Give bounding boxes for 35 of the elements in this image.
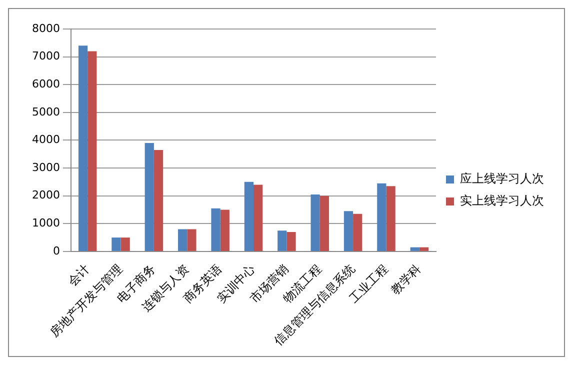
bar — [320, 196, 329, 251]
y-tick-label: 2000 — [32, 188, 60, 202]
bar — [78, 46, 88, 251]
bar — [154, 150, 164, 251]
y-tick-label: 0 — [52, 244, 60, 258]
bar — [211, 208, 220, 251]
y-tick-label: 7000 — [32, 50, 60, 63]
bar — [178, 229, 188, 251]
bar — [419, 247, 429, 251]
bar — [310, 194, 320, 251]
y-tick-label: 6000 — [32, 77, 60, 90]
y-tick-label: 4000 — [32, 133, 60, 146]
bar — [386, 186, 396, 251]
y-tick-label: 3000 — [32, 160, 60, 174]
bar — [344, 211, 354, 251]
bar — [377, 183, 386, 251]
bar — [410, 247, 420, 251]
bar — [112, 238, 121, 251]
bar — [144, 143, 154, 251]
bar — [278, 230, 287, 251]
bar — [244, 182, 254, 251]
bar — [187, 229, 196, 251]
x-tick-label: 教学科 — [388, 262, 424, 298]
bar — [120, 238, 130, 251]
bar — [88, 51, 97, 251]
bar — [286, 232, 296, 251]
y-tick-label: 8000 — [32, 22, 60, 35]
bar — [220, 210, 230, 251]
legend-label: 应上线学习人次 — [460, 172, 544, 186]
y-tick-label: 1000 — [32, 216, 60, 230]
bar — [253, 184, 263, 251]
bar — [353, 214, 362, 251]
y-tick-label: 5000 — [32, 105, 60, 118]
x-tick-label: 会计 — [65, 262, 92, 289]
legend-label: 实上线学习人次 — [460, 194, 544, 208]
